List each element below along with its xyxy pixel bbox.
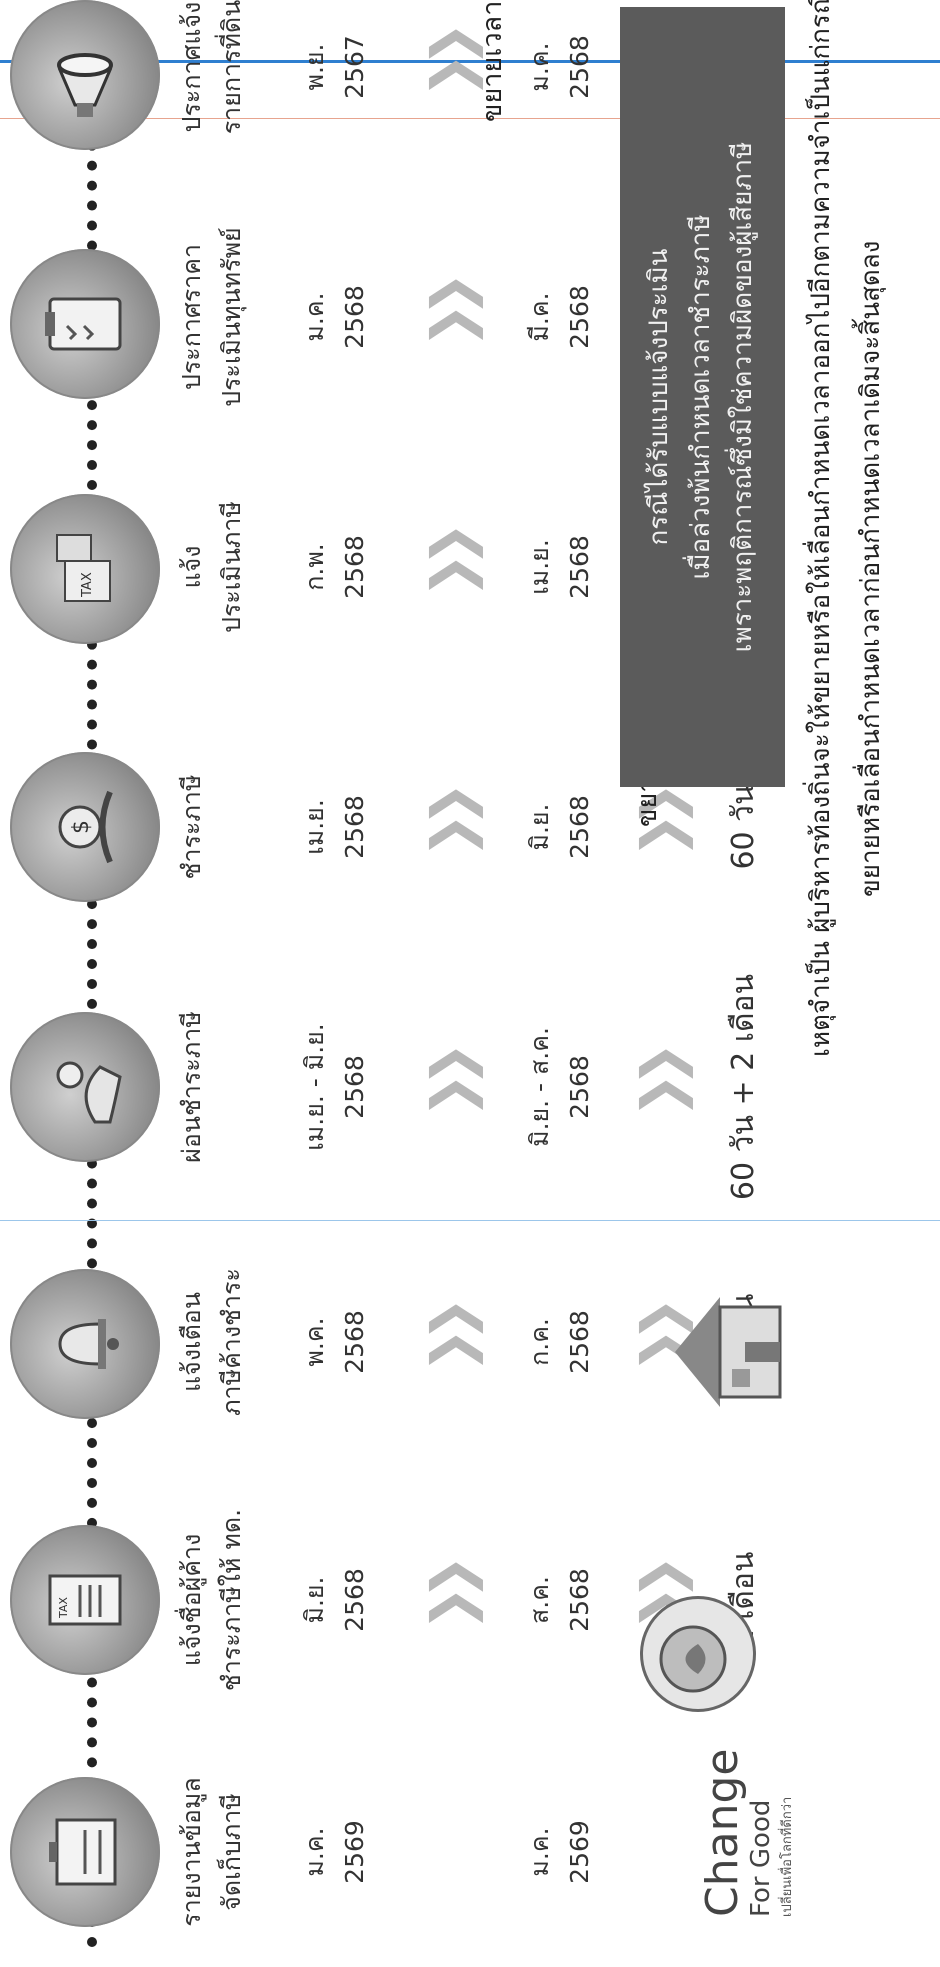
chevron-right-icon: ❯❯: [420, 535, 483, 599]
clipboard-icon: [10, 249, 160, 399]
step-title: ประกาศแจ้ง รายการที่ดิน: [177, 0, 246, 135]
original-date: พ.ค. 2568: [300, 1310, 369, 1374]
original-date: ม.ค. 2569: [300, 1820, 369, 1884]
chevron-right-icon: ❯❯: [420, 1055, 483, 1119]
bell-icon: [10, 1269, 160, 1419]
tax-form-icon: TAX: [10, 1525, 160, 1675]
step-title: แจ้ง ประเมินภาษี: [177, 501, 246, 633]
footnote-line-2: ขยายหรือเลื่อนกำหนดเวลาก่อนกำหนดเวลาเดิม…: [856, 240, 886, 897]
department-seal-logo: [640, 1596, 756, 1712]
svg-text:TAX: TAX: [57, 1597, 70, 1619]
svg-text:$: $: [69, 820, 94, 834]
battery-report-icon: [10, 1777, 160, 1927]
extended-date: มิ.ย. - ส.ค. 2568: [525, 1027, 594, 1147]
duration-label: 60 วัน + 2 เดือน: [726, 973, 761, 1201]
extend-label: ขยายเวลา: [477, 0, 508, 122]
megaphone-icon: [10, 0, 160, 150]
house-illustration-icon: [650, 1267, 800, 1437]
original-date: เม.ย. - มิ.ย. 2568: [300, 1023, 369, 1151]
change-for-good-logo: Change For Good เปลี่ยนเพื่อโลกที่ดีกว่า: [697, 1748, 795, 1917]
chevron-right-icon: ❯❯: [420, 285, 483, 349]
extended-date: มี.ค. 2568: [525, 285, 594, 349]
extended-date: มิ.ย. 2568: [525, 795, 594, 859]
extended-date: เม.ย. 2568: [525, 535, 594, 599]
step-title: ชำระภาษี: [177, 774, 206, 880]
step-title: ประกาศราคา ประเมินทุนทรัพย์: [177, 227, 246, 407]
step-title: แจ้งชื่อผู้ค้าง ชำระภาษีให้ ทด.: [177, 1508, 246, 1692]
step-title: รายงานข้อมูล จัดเก็บภาษี: [177, 1777, 246, 1927]
svg-text:TAX: TAX: [80, 572, 95, 598]
extended-date: ส.ค. 2568: [525, 1568, 594, 1632]
tax-calculator-icon: TAX: [10, 494, 160, 644]
scan-margin-line-light: [0, 1220, 940, 1221]
step-title: แจ้งเตือน ภาษีค้างชำระ: [177, 1268, 246, 1416]
chevron-right-icon: ❯❯: [420, 795, 483, 859]
money-hand-icon: $: [10, 752, 160, 902]
chevron-right-icon: ❯❯: [420, 1310, 483, 1374]
original-date: มิ.ย. 2568: [300, 1568, 369, 1632]
original-date: เม.ย. 2568: [300, 795, 369, 859]
extended-date: ก.ค. 2568: [525, 1310, 594, 1374]
extended-date: ม.ค. 2569: [525, 1820, 594, 1884]
chevron-right-icon: ❯❯: [420, 1568, 483, 1632]
original-date: ก.พ. 2568: [300, 535, 369, 599]
original-date: พ.ย. 2567: [300, 35, 369, 99]
footnote-line-1: เหตุจำเป็น ผู้บริหารท้องถิ่นจะให้ขยายหรื…: [806, 0, 836, 1057]
chevron-right-icon: ❯❯: [630, 1055, 693, 1119]
note-box: กรณีได้รับแบบแจ้งประเมิน เมื่อล่วงพ้นกำห…: [620, 7, 785, 787]
step-title: ผ่อนชำระภาษี: [177, 1011, 206, 1163]
original-date: ม.ค. 2568: [300, 285, 369, 349]
extended-date: ม.ค. 2568: [525, 35, 594, 99]
hand-coin-icon: [10, 1012, 160, 1162]
